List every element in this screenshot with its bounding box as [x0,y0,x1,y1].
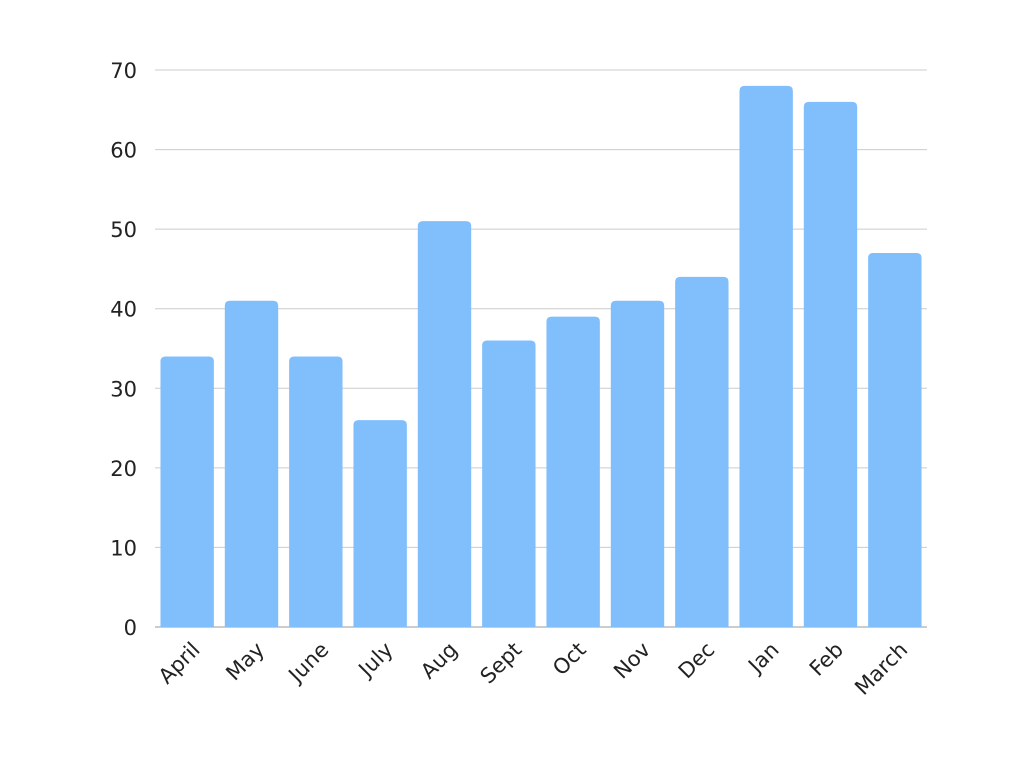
bar [224,300,279,627]
bar [675,276,729,627]
y-tick-label: 0 [124,616,137,640]
x-tick-label: Dec [674,638,720,684]
y-tick-label: 30 [110,377,137,401]
y-tick-label: 10 [110,536,137,560]
bar [546,316,600,627]
y-tick-label: 20 [110,457,137,481]
bar [739,85,793,627]
x-tick-label: Sept [476,638,527,689]
bar [803,101,858,628]
bar [482,340,536,627]
bar [417,221,472,627]
x-tick-label: May [221,638,269,686]
y-tick-label: 60 [110,139,137,163]
x-tick-label: April [154,638,205,689]
y-tick-label: 40 [110,298,137,322]
x-tick-label: Jan [742,638,783,679]
x-tick-label: June [283,638,334,689]
bar [353,420,407,627]
x-tick-label: Nov [609,638,655,684]
y-tick-label: 70 [110,59,137,83]
bar [160,356,214,627]
bar [610,300,665,627]
x-tick-label: Feb [805,638,848,681]
bar [868,253,922,627]
x-tick-label: July [353,638,398,683]
y-tick-label: 50 [110,218,137,242]
bar [289,356,343,627]
x-tick-label: March [850,638,912,700]
x-tick-label: Aug [416,638,462,684]
x-tick-label: Oct [548,638,591,681]
